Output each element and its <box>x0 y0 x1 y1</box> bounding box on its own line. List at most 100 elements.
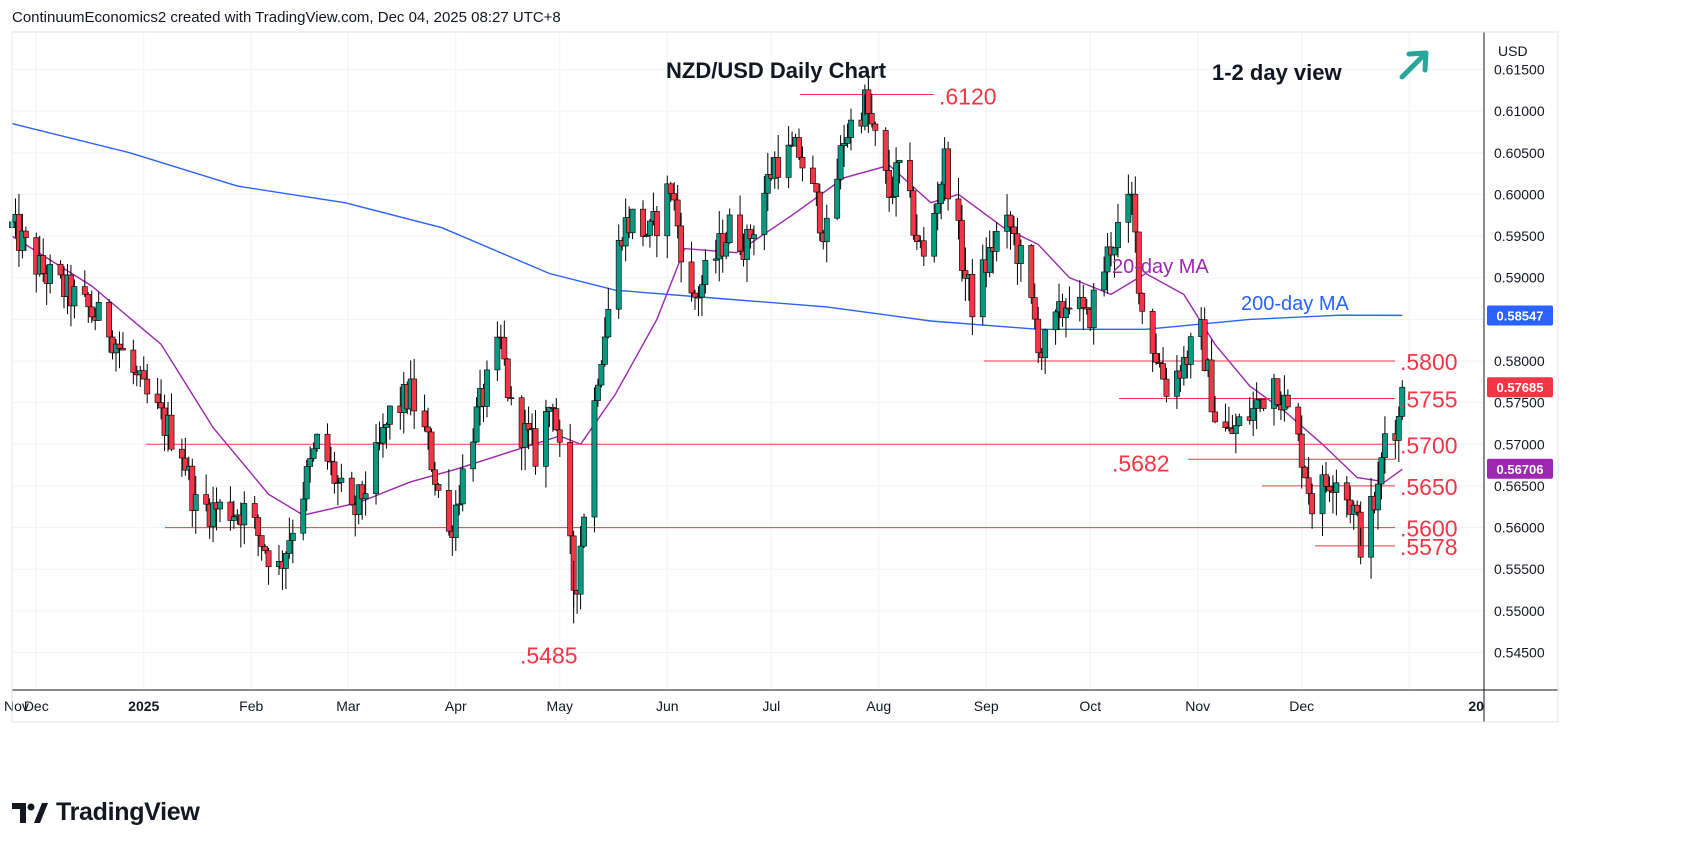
candle-body <box>144 378 151 395</box>
candle-body <box>1139 292 1146 312</box>
candle-body <box>1149 311 1156 354</box>
chart-title: NZD/USD Daily Chart <box>666 58 887 83</box>
candle-body <box>178 448 185 459</box>
candle-body <box>484 369 490 407</box>
candle-body <box>338 477 345 483</box>
candle-body <box>473 406 480 443</box>
x-tick-label: Oct <box>1079 698 1101 714</box>
level-label: .5650 <box>1400 474 1458 500</box>
y-tick-label: 0.61000 <box>1494 103 1545 119</box>
candle-body <box>348 477 355 506</box>
arrow-up-right-icon <box>1399 50 1429 80</box>
candle-body <box>1382 433 1388 458</box>
y-tick-label: 0.60000 <box>1494 186 1545 202</box>
candle-body <box>130 349 137 373</box>
candle-body <box>1250 408 1257 421</box>
candle-body <box>452 504 459 538</box>
chart-frame <box>11 31 1559 723</box>
candle-body <box>598 364 605 386</box>
candle-body <box>1378 457 1385 485</box>
candle-body <box>993 231 1000 252</box>
level-label: .5700 <box>1400 432 1458 458</box>
candle-body <box>629 208 636 234</box>
candle-body <box>945 148 951 200</box>
candle-body <box>882 130 889 171</box>
price-badge-label: 0.58547 <box>1497 308 1544 323</box>
candle-body <box>158 402 164 409</box>
candle-body <box>1284 394 1291 408</box>
level-label: .5682 <box>1112 450 1170 476</box>
candle-body <box>1163 378 1170 397</box>
arrow-shaft <box>1399 53 1426 80</box>
candle-body <box>1007 214 1014 228</box>
y-tick-label: 0.59500 <box>1494 228 1545 244</box>
candle-body <box>1042 329 1049 359</box>
x-tick-label: 2025 <box>128 698 159 714</box>
candle-body <box>872 123 879 131</box>
price-badge <box>1487 377 1553 398</box>
tradingview-logo-text: TradingView <box>56 798 200 826</box>
level-label: .5755 <box>1400 386 1458 412</box>
candle-body <box>85 293 92 308</box>
x-tick-label: May <box>547 698 573 714</box>
candle-body <box>723 242 730 257</box>
candle-body <box>1354 504 1361 513</box>
candle-body <box>688 261 695 294</box>
candle-body <box>702 260 709 285</box>
candle-body <box>1212 411 1218 423</box>
candle-body <box>546 407 553 412</box>
candle-body <box>615 239 622 310</box>
candle-body <box>95 301 102 321</box>
candle-body <box>577 545 584 595</box>
candle-body <box>525 423 532 431</box>
candle-body <box>865 89 872 114</box>
candle-body <box>543 411 549 467</box>
candle-body <box>428 431 435 471</box>
candle-body <box>1236 416 1243 426</box>
candle-body <box>504 358 511 399</box>
candle-body <box>910 190 917 236</box>
candle-body <box>210 502 216 527</box>
candle-body <box>1187 336 1194 365</box>
candle-body <box>71 286 78 307</box>
candle-body <box>671 193 678 201</box>
candle-body <box>241 503 248 526</box>
y-tick-label: 0.55500 <box>1494 561 1545 577</box>
candle-body <box>1274 378 1281 406</box>
candle-body <box>81 286 88 295</box>
candle-body <box>844 137 851 144</box>
candle-body <box>1232 425 1239 434</box>
candle-body <box>362 493 369 500</box>
y-tick-label: 0.57500 <box>1494 395 1545 411</box>
candle-body <box>695 296 702 299</box>
candle-body <box>837 145 844 180</box>
candle-body <box>868 113 875 125</box>
candle-body <box>667 183 674 194</box>
candle-body <box>1028 245 1035 298</box>
candle-body <box>470 441 477 470</box>
candle-body <box>834 178 841 219</box>
candle-body <box>57 263 64 276</box>
candle-body <box>1399 386 1406 417</box>
level-label: .5800 <box>1400 349 1458 375</box>
candle-body <box>47 263 54 284</box>
candle-body <box>286 540 293 554</box>
candle-body <box>494 336 501 371</box>
candle-body <box>640 208 646 237</box>
ma20-line <box>11 164 1403 516</box>
candle-body <box>1180 357 1187 379</box>
y-tick-label: 0.61500 <box>1494 61 1545 77</box>
tradingview-logo[interactable]: TradingView <box>12 798 200 827</box>
y-tick-label: 0.58000 <box>1494 353 1545 369</box>
candle-body <box>300 498 307 534</box>
ma20-path <box>11 164 1403 516</box>
candle-body <box>674 199 681 227</box>
candle-body <box>168 414 175 450</box>
candle-body <box>1083 307 1090 310</box>
ma200-label: 200-day MA <box>1241 293 1349 315</box>
candle-body <box>896 160 903 163</box>
candle-body <box>1295 406 1302 435</box>
x-tick-label: Sep <box>974 698 999 714</box>
candle-body <box>334 482 341 484</box>
